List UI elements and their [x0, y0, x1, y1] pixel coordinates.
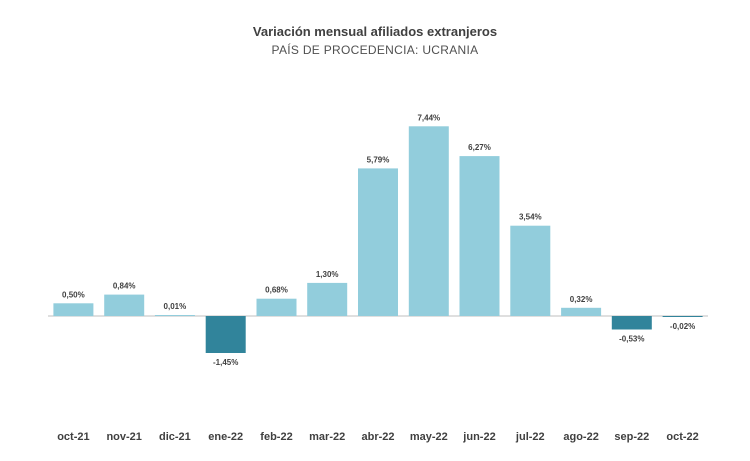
bar-jun-22 [459, 156, 500, 316]
bar-feb-22 [256, 298, 297, 316]
data-label-jul-22: 3,54% [519, 213, 542, 222]
data-label-mar-22: 1,30% [316, 270, 339, 279]
x-tick-oct-22: oct-22 [666, 431, 698, 443]
bar-abr-22 [358, 168, 398, 316]
bar-may-22 [408, 126, 449, 316]
x-tick-feb-22: feb-22 [260, 431, 292, 443]
data-label-ene-22: -1,45% [213, 358, 238, 367]
data-label-oct-22: -0,02% [670, 322, 695, 331]
x-tick-sep-22: sep-22 [614, 431, 649, 443]
data-label-may-22: 7,44% [417, 113, 440, 122]
x-tick-may-22: may-22 [410, 431, 448, 443]
bar-sep-22 [611, 316, 652, 330]
x-tick-jun-22: jun-22 [462, 431, 495, 443]
bar-mar-22 [307, 282, 348, 316]
chart-subtitle: PAÍS DE PROCEDENCIA: UCRANIA [271, 43, 479, 57]
x-tick-jul-22: jul-22 [515, 431, 545, 443]
bar-jul-22 [510, 225, 551, 316]
data-label-jun-22: 6,27% [468, 143, 491, 152]
x-tick-oct-21: oct-21 [57, 431, 89, 443]
x-tick-abr-22: abr-22 [361, 431, 394, 443]
x-tick-ago-22: ago-22 [563, 431, 598, 443]
bar-dic-21 [154, 315, 195, 316]
x-tick-nov-21: nov-21 [106, 431, 141, 443]
bar-nov-21 [104, 294, 145, 316]
x-tick-ene-22: ene-22 [208, 431, 243, 443]
data-label-sep-22: -0,53% [619, 335, 644, 344]
data-label-feb-22: 0,68% [265, 286, 288, 295]
data-label-abr-22: 5,79% [367, 155, 390, 164]
data-label-oct-21: 0,50% [62, 290, 85, 299]
chart-title: Variación mensual afiliados extranjeros [252, 24, 498, 39]
bar-oct-22 [662, 316, 703, 317]
bar-oct-21 [53, 303, 94, 317]
bar-ago-22 [561, 307, 602, 316]
bar-ene-22 [205, 316, 246, 353]
x-tick-dic-21: dic-21 [159, 431, 191, 443]
data-label-ago-22: 0,32% [570, 295, 593, 304]
data-label-dic-21: 0,01% [164, 302, 187, 311]
x-tick-mar-22: mar-22 [309, 431, 345, 443]
data-label-nov-21: 0,84% [113, 282, 136, 291]
